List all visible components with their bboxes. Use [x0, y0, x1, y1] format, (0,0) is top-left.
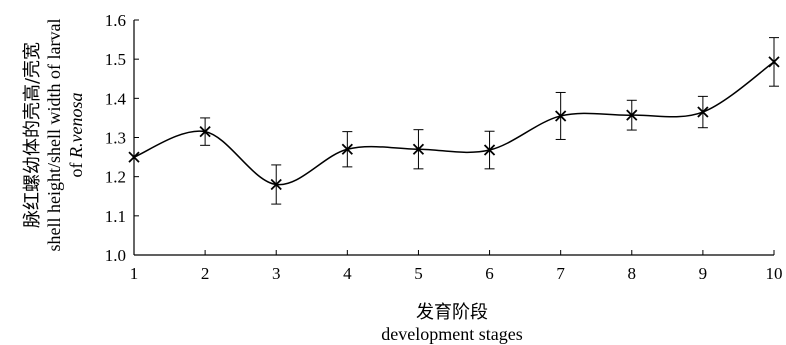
data-point: [412, 143, 425, 155]
y-tick-label: 1.3: [105, 129, 126, 148]
y-axis-title-zh: 脉红螺幼体的壳高/壳宽: [22, 42, 43, 228]
data-point: [128, 151, 140, 163]
series-curve: [133, 61, 775, 186]
data-point: [697, 106, 709, 118]
data-point: [555, 110, 567, 122]
x-axis-ticks: 1 2 3 4 5 6 7 8 9 10: [130, 250, 783, 283]
x-tick-label: 7: [556, 264, 565, 283]
axes: [133, 20, 774, 256]
data-points: [128, 56, 780, 191]
y-tick-label: 1.2: [105, 168, 126, 187]
y-tick-label: 1.4: [105, 89, 127, 108]
y-axis-ticks: 1.0 1.1 1.2 1.3 1.4 1.5 1.6: [105, 11, 139, 265]
y-axis-title-en-line1: shell height/shell width of larval: [44, 19, 64, 252]
error-bars: [200, 37, 779, 205]
x-axis-title-en: development stages: [381, 324, 522, 344]
data-point: [341, 143, 353, 155]
y-tick-label: 1.5: [105, 50, 126, 69]
x-tick-label: 10: [766, 264, 783, 283]
y-axis-title-of: of: [66, 158, 86, 178]
x-tick-label: 3: [272, 264, 281, 283]
y-axis-title-en-line2: of R.venosa: [66, 93, 86, 178]
data-point: [199, 125, 211, 138]
x-axis-title-zh: 发育阶段: [416, 302, 488, 323]
data-point: [768, 56, 780, 68]
x-tick-label: 8: [628, 264, 637, 283]
y-tick-label: 1.6: [105, 11, 126, 30]
data-point: [483, 144, 496, 156]
data-point: [626, 109, 638, 121]
y-tick-label: 1.0: [105, 246, 126, 265]
x-tick-label: 9: [699, 264, 708, 283]
x-tick-label: 5: [414, 264, 423, 283]
data-point: [270, 178, 282, 191]
x-tick-label: 6: [485, 264, 494, 283]
y-axis-title-species: R.venosa: [66, 93, 86, 159]
x-tick-label: 1: [130, 264, 139, 283]
x-tick-label: 4: [343, 264, 352, 283]
series-line: [133, 61, 775, 186]
y-tick-label: 1.1: [105, 207, 126, 226]
y-axis-title: 脉红螺幼体的壳高/壳宽 shell height/shell width of …: [22, 19, 86, 252]
x-tick-label: 2: [201, 264, 210, 283]
